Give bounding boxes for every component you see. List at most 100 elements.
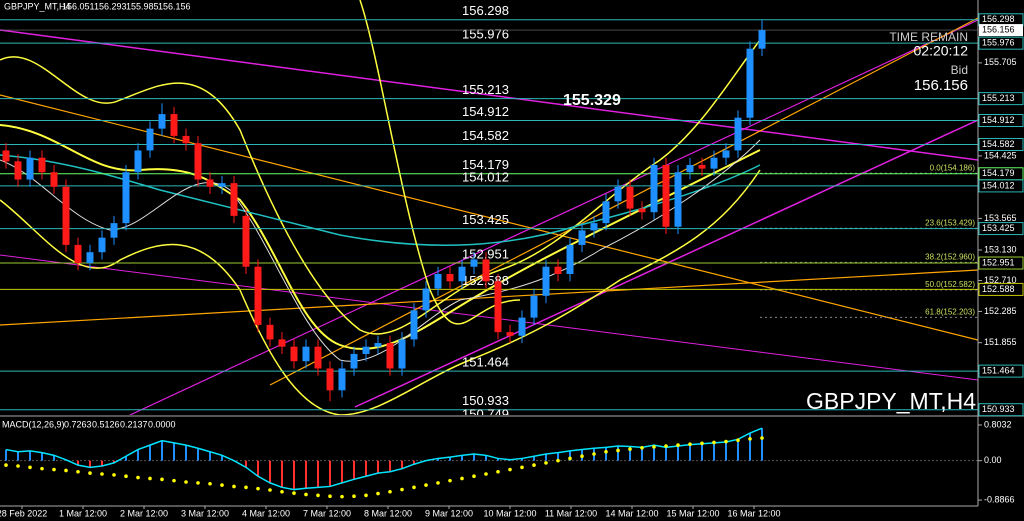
watermark: GBPJPY_MT,H4 (806, 388, 976, 414)
candle-body (74, 244, 82, 264)
macd-bar (533, 456, 535, 461)
candle-body (230, 183, 238, 216)
level-box (978, 114, 1024, 128)
candle-body (662, 164, 670, 227)
candle-body (482, 259, 490, 282)
signal-dot (700, 441, 704, 446)
fib-label: 23.6(153.429) (925, 218, 975, 227)
macd-bar (737, 439, 739, 461)
trendline (269, 17, 978, 386)
x-tick-label: 28 Feb 2022 (0, 508, 47, 518)
signal-dot (256, 486, 260, 491)
signal-dot (100, 472, 104, 476)
macd-bar (365, 460, 367, 477)
candle-body (278, 339, 286, 347)
signal-dot (280, 489, 284, 494)
level-box (978, 364, 1024, 378)
macd-bar (125, 456, 127, 461)
level-axis-label: 153.425 (982, 223, 1015, 233)
signal-dot (712, 440, 716, 445)
level-label: 151.464 (462, 355, 509, 370)
macd-bar (41, 452, 43, 461)
candle-body (158, 114, 166, 129)
macd-bar (197, 448, 199, 461)
x-tick-label: 3 Mar 12:00 (181, 508, 229, 518)
candle-body (350, 353, 358, 369)
level-axis-label: 154.012 (982, 180, 1015, 190)
candle-body (62, 186, 70, 245)
x-tick-label: 4 Mar 12:00 (242, 508, 290, 518)
candle-body (2, 150, 10, 162)
macd-bar (293, 460, 295, 490)
macd-bar (209, 451, 211, 461)
candle-body (422, 288, 430, 311)
macd-bar (341, 460, 343, 483)
signal-dot (172, 478, 176, 483)
candle-body (458, 266, 466, 282)
signal-dot (676, 443, 680, 447)
y-tick-label: 154.425 (984, 150, 1017, 160)
level-box (978, 282, 1024, 296)
y-tick-label: 152.285 (984, 306, 1017, 316)
signal-dot (736, 438, 740, 443)
annotation: 155.329 (563, 92, 621, 109)
macd-bar (173, 442, 175, 461)
candle-body (302, 346, 310, 362)
level-box (978, 36, 1024, 50)
time-remain: 02:20:12 (914, 43, 969, 59)
macd-bar (725, 442, 727, 461)
price-panel: 156.298 155.976 155.213 154.912 154.582 154.1… (0, 3, 978, 415)
signal-dot (688, 442, 692, 447)
macd-bar (161, 440, 163, 461)
macd-bar (113, 460, 115, 463)
trendline (0, 269, 978, 326)
bid-value: 156.156 (914, 77, 968, 94)
x-tick-label: 10 Mar 12:00 (483, 508, 536, 518)
macd-bar (521, 458, 523, 461)
fib-label: 38.2(152.960) (925, 252, 975, 261)
level-box (978, 222, 1024, 236)
candle-body (686, 164, 694, 173)
signal-dot (472, 474, 476, 479)
level-box (978, 256, 1024, 270)
macd-bar (101, 460, 103, 466)
macd-bar (617, 446, 619, 461)
macd-value: 0.0000 (148, 419, 176, 429)
signal-dot (304, 492, 308, 497)
macd-bar (569, 450, 571, 461)
signal-dot (664, 444, 668, 448)
level-label: 154.012 (462, 169, 509, 184)
signal-dot (400, 487, 404, 492)
macd-bar (89, 460, 91, 468)
bollinger-upper (0, 39, 761, 335)
level-label: 154.179 (462, 157, 509, 172)
bid-label: Bid (951, 63, 968, 77)
macd-bar (689, 444, 691, 461)
signal-dot (652, 445, 656, 449)
x-tick-label: 2 Mar 12:00 (120, 508, 168, 518)
signal-dot (124, 474, 128, 479)
level-label: 155.976 (462, 27, 509, 42)
candle-body (218, 183, 226, 187)
signal-dot (628, 447, 632, 451)
macd-bar (257, 460, 259, 477)
signal-dot (220, 483, 224, 487)
macd-bar (185, 445, 187, 461)
macd-bar (281, 460, 283, 488)
macd-bar (149, 445, 151, 461)
macd-bar (461, 455, 463, 461)
signal-dot (352, 494, 356, 499)
signal-dot (616, 448, 620, 453)
fib-label: 61.8(152.203) (925, 308, 975, 317)
signal-dot (484, 472, 488, 476)
signal-dot (316, 493, 320, 498)
signal-dot (184, 480, 188, 484)
macd-bar (77, 460, 79, 466)
candle-body (50, 172, 58, 187)
level-label: 154.912 (462, 104, 509, 119)
low: 155.985 (126, 1, 159, 11)
signal-dot (376, 491, 380, 496)
signal-dot (460, 476, 464, 481)
